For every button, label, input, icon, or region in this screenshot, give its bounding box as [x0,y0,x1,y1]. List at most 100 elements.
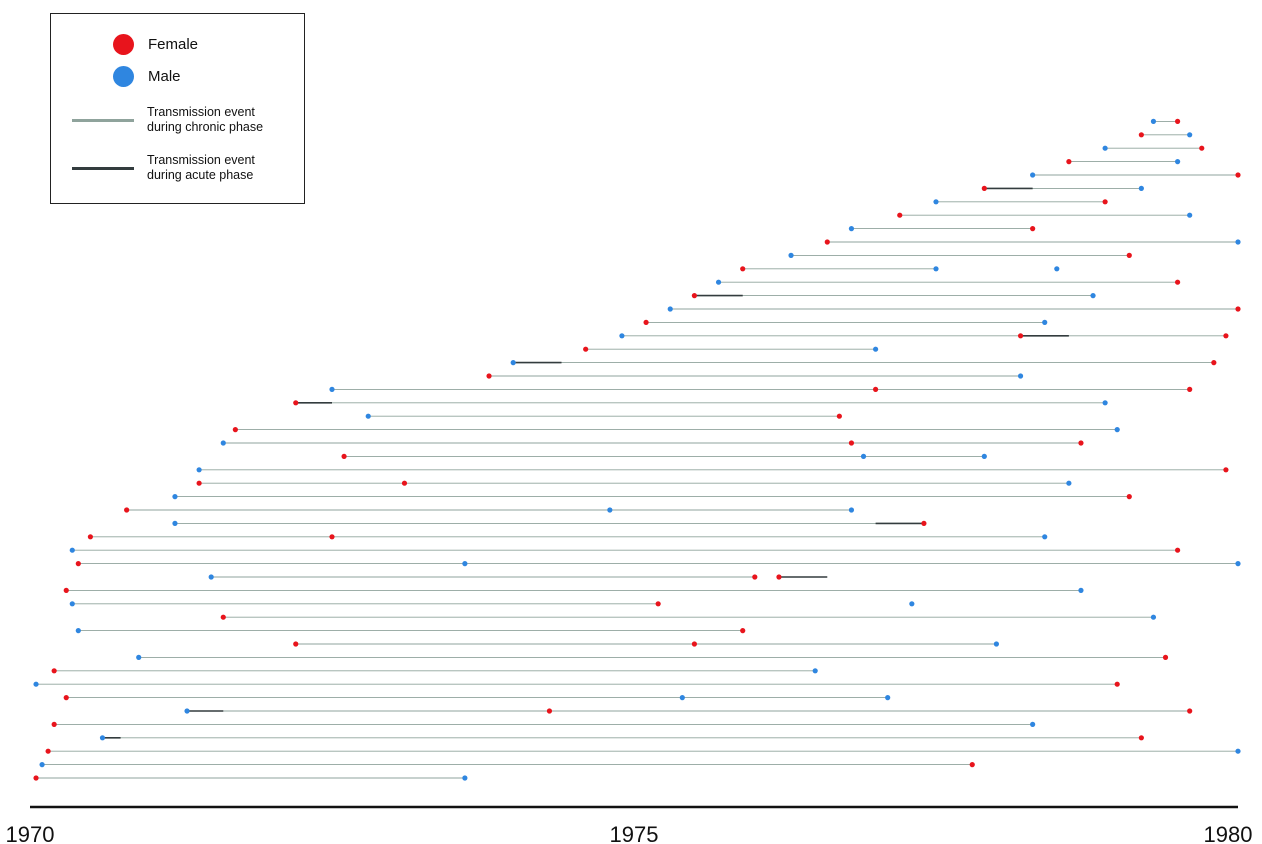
individual [1211,360,1217,366]
individual [1066,480,1072,486]
individual [1102,400,1108,406]
legend-item: Female [51,34,198,55]
individual [921,520,927,527]
individual [1126,494,1132,500]
individual [196,480,202,486]
individual [1066,159,1072,165]
legend-label: Female [148,36,199,53]
legend-label: Transmission event during chronic phase [147,105,264,134]
individual [1042,534,1048,540]
individual [510,360,516,366]
individual [124,507,130,513]
x-tick-label: 1975 [610,822,659,844]
legend-swatch [72,166,134,170]
individual [740,628,746,634]
individual [848,440,855,446]
individual [45,748,51,754]
individual [87,534,93,540]
individual [1235,172,1241,178]
individual [136,654,142,661]
individual [1235,748,1241,754]
individual [981,185,987,191]
individual [860,453,867,459]
individual [172,520,178,527]
individual [1235,239,1241,245]
individual [873,346,879,352]
individual [401,480,408,486]
individual [1030,172,1036,178]
individual [655,601,661,607]
legend-item: Male [51,66,181,87]
individual [1150,118,1157,124]
individual [1175,159,1181,165]
individual [1235,561,1241,567]
individual [583,346,589,352]
individual [1102,145,1108,151]
individual [75,628,81,634]
individual [993,641,1000,647]
individual [909,601,915,607]
individual [776,574,782,580]
legend-swatch [72,118,134,122]
individual [51,668,57,674]
individual [1017,373,1024,379]
individual [1187,386,1193,392]
individual [619,333,625,339]
individual [667,306,673,312]
individual [1078,440,1084,446]
legend-item: Transmission event during acute phase [51,153,301,183]
individual [1187,212,1193,218]
individual [836,413,842,419]
individual [691,293,698,299]
individual [462,775,468,781]
individual [1114,681,1120,687]
individual [1187,132,1193,138]
individual [220,614,226,620]
individual [341,453,347,459]
individual [172,494,178,500]
individual [365,413,371,419]
individual [1030,226,1036,232]
individual [1054,266,1060,272]
individual [1199,145,1205,151]
individual [848,226,855,232]
individual [1150,614,1157,620]
individual [63,587,69,594]
legend-swatch [113,66,134,87]
legend: Female Male Transmission event during ch… [50,13,305,204]
legend-label: Male [148,68,181,85]
individual [1175,279,1181,285]
individual [196,467,202,473]
individual [715,279,722,285]
individual [1114,427,1120,433]
individual [1138,735,1144,741]
individual [740,266,746,272]
individual [33,681,39,687]
individual [184,708,190,714]
individual [607,507,613,513]
individual [1078,587,1084,594]
individual [51,721,57,728]
individual [1138,185,1144,191]
individual [933,199,939,205]
individual [1102,199,1108,205]
individual [486,373,492,379]
individual [63,695,69,701]
individual [969,762,975,768]
individual [897,212,903,218]
individual [39,762,45,768]
x-tick-label: 1980 [1204,822,1253,844]
individual [691,641,698,647]
individual [1090,293,1096,299]
legend-label: Transmission event during acute phase [147,153,255,182]
legend-swatch [113,34,134,55]
individual [99,735,106,741]
individual [933,266,939,272]
individual [812,668,818,674]
individual [1138,132,1144,138]
individual [1030,721,1036,728]
individual [546,708,553,714]
individual [981,453,987,459]
